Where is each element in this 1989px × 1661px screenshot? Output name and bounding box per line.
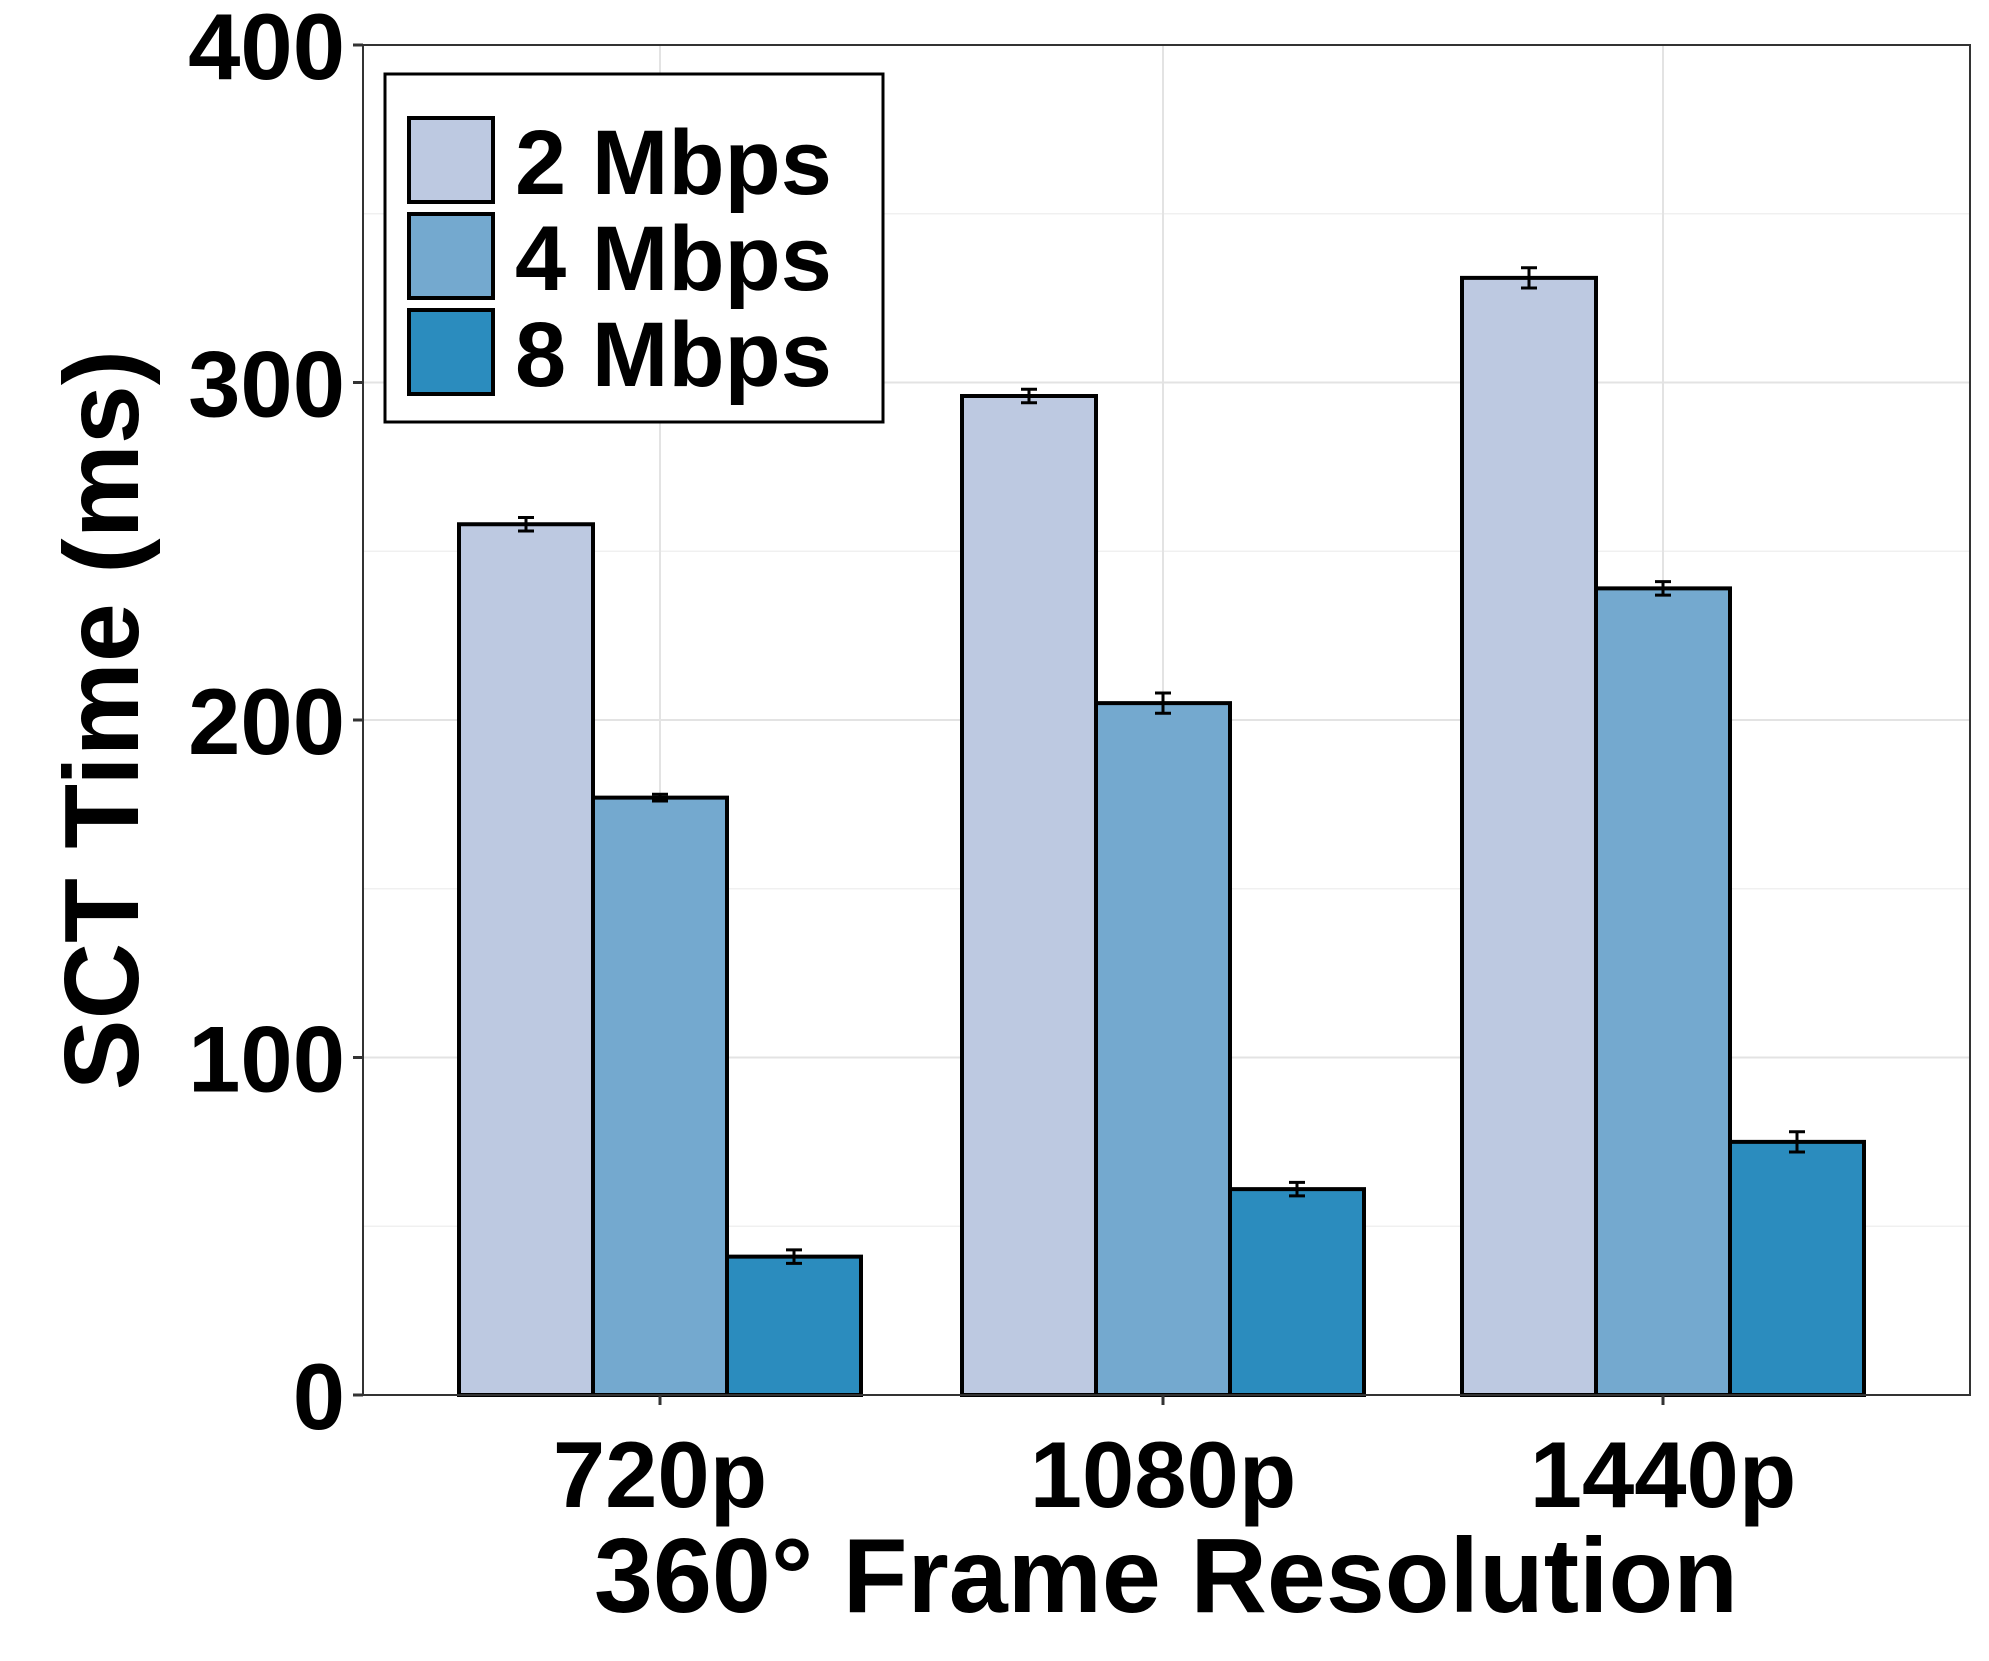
- y-axis-title: SCT Time (ms): [43, 350, 161, 1090]
- legend-label: 8 Mbps: [515, 304, 832, 406]
- y-tick-label: 300: [188, 332, 345, 437]
- bar: [1728, 1139, 1866, 1397]
- legend-swatch: [407, 308, 495, 396]
- y-tick-label: 100: [188, 1007, 345, 1112]
- legend-label: 2 Mbps: [515, 112, 832, 214]
- axis-ticks: 0 100 200 300 400 720p 1080p 1440p: [188, 0, 1796, 1527]
- x-tick-label: 1080p: [1030, 1422, 1297, 1527]
- y-tick-label: 400: [188, 0, 345, 99]
- bar: [1094, 701, 1232, 1397]
- x-tick-label: 1440p: [1530, 1422, 1797, 1527]
- bar: [1228, 1187, 1366, 1397]
- legend-swatch: [407, 212, 495, 300]
- legend-label: 4 Mbps: [515, 208, 832, 310]
- y-tick-label: 0: [293, 1344, 345, 1449]
- bars: [457, 266, 1866, 1397]
- bar: [1460, 275, 1598, 1397]
- x-axis-title: 360° Frame Resolution: [594, 1517, 1738, 1635]
- bar: [960, 394, 1098, 1397]
- bar: [457, 522, 595, 1397]
- bar: [591, 795, 729, 1397]
- legend-swatch: [407, 116, 495, 204]
- y-tick-label: 200: [188, 669, 345, 774]
- bar: [1594, 586, 1732, 1397]
- x-tick-label: 720p: [553, 1422, 767, 1527]
- bar: [725, 1254, 863, 1397]
